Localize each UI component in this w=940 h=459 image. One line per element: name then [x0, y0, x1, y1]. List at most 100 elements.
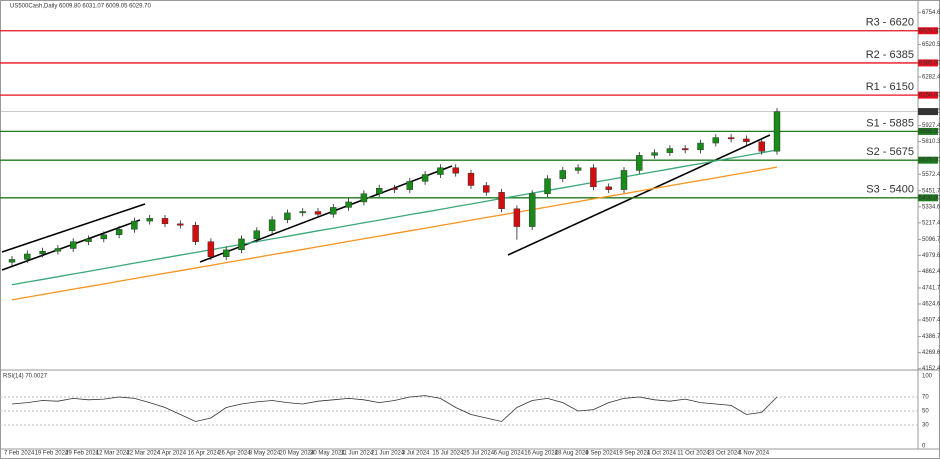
x-tick-label: 29 Feb 2024 [65, 451, 99, 457]
candle-body [161, 218, 169, 225]
candle-body [773, 111, 781, 152]
x-tick-label: 22 Mar 2024 [126, 451, 160, 457]
level-label: R2 - 6385 [866, 49, 914, 61]
rsi-tick-label: 30 [922, 423, 929, 429]
x-tick-label: 8 May 2024 [249, 451, 281, 457]
candle-body [238, 238, 245, 251]
candle-body [85, 238, 92, 242]
y-tick-label: 4507.45 [922, 318, 940, 324]
y-tick-label: 6754.60 [922, 10, 940, 16]
x-tick-label: 7 Feb 2024 [4, 451, 35, 457]
y-tick-label: 5572.45 [922, 172, 940, 178]
x-tick-label: 20 May 2024 [279, 451, 314, 457]
candle-body [498, 192, 505, 209]
level-axis-label: 6385.00 [919, 61, 940, 67]
level-label: S2 - 5675 [866, 146, 914, 158]
chart-title: US500Cash,Daily 6009.80 6031.07 6009.05 … [10, 4, 151, 10]
moving-average [11, 166, 778, 301]
candle-body [314, 211, 322, 215]
x-tick-label: 21 Jun 2024 [371, 451, 405, 457]
candle-body [406, 181, 413, 190]
candle-body [24, 253, 31, 260]
y-tick-label: 5217.45 [922, 220, 940, 226]
y-tick-label: 4624.60 [922, 302, 940, 308]
level-axis-label: 6620.00 [919, 28, 940, 34]
x-tick-label: 3 Jul 2024 [402, 451, 430, 457]
y-tick-label: 4269.65 [922, 350, 940, 356]
level-axis-box [918, 27, 938, 35]
candle-body [376, 188, 383, 194]
candle-body [483, 185, 490, 193]
x-tick-label: 9 Sep 2024 [585, 451, 616, 457]
rsi-line [11, 395, 778, 422]
candle-body [590, 167, 597, 188]
candle-body [544, 178, 551, 194]
y-tick-label: 6282.45 [922, 75, 940, 81]
candle-body [8, 259, 16, 263]
level-axis-label: 5400.00 [919, 195, 940, 201]
x-tick-label: 16 Apr 2024 [188, 451, 221, 457]
y-tick-label: 4386.70 [922, 334, 940, 340]
rsi-tick-label: 100 [922, 374, 933, 380]
x-tick-label: 4 Apr 2024 [157, 451, 187, 457]
candle-body [284, 212, 291, 220]
level-axis-label: 5675.00 [919, 158, 940, 164]
x-tick-label: 15 Jul 2024 [432, 451, 464, 457]
candle-body [682, 148, 689, 151]
x-tick-label: 25 Jul 2024 [463, 451, 495, 457]
candle-body [39, 251, 46, 255]
last-price-box [918, 108, 938, 116]
candle-body [620, 170, 628, 190]
candle-body [253, 230, 261, 240]
candle-body [100, 234, 108, 240]
candle-body [222, 249, 230, 257]
y-tick-label: 4741.75 [922, 286, 940, 292]
candle-body [605, 186, 612, 190]
level-axis-box [918, 127, 938, 135]
x-tick-label: 28 Aug 2024 [555, 451, 589, 457]
candle-body [743, 138, 750, 142]
level-axis-label: 6150.00 [919, 93, 940, 99]
x-tick-label: 23 Oct 2024 [708, 451, 741, 457]
rsi-title: RSI(14) 70.0027 [3, 374, 48, 380]
candle-body [529, 193, 536, 227]
rsi-tick-label: 0 [922, 444, 926, 450]
candle-body [146, 218, 153, 222]
candle-body [299, 211, 306, 214]
y-tick-label: 5927.45 [922, 123, 940, 129]
candle-body [697, 142, 704, 151]
y-tick-label: 5451.75 [922, 188, 940, 194]
candle-body [574, 167, 582, 171]
y-tick-label: 6520.50 [922, 42, 940, 48]
candle-body [651, 152, 658, 156]
candle-body [467, 172, 475, 186]
level-axis-box [918, 91, 938, 99]
level-label: S1 - 5885 [866, 117, 914, 129]
level-axis-label: 5885.00 [919, 129, 940, 135]
x-tick-label: 26 Apr 2024 [218, 451, 251, 457]
candle-body [636, 155, 643, 171]
x-tick-label: 11 Oct 2024 [677, 451, 710, 457]
candle-body [360, 193, 368, 203]
y-tick-label: 5810.30 [922, 139, 940, 145]
candle-body [712, 137, 719, 144]
x-tick-label: 19 Sep 2024 [616, 451, 651, 457]
x-tick-label: 19 Feb 2024 [35, 451, 69, 457]
candle-body [437, 167, 444, 175]
candle-body [69, 241, 77, 249]
candle-body [192, 225, 199, 242]
candle-body [421, 174, 429, 182]
y-tick-label: 5334.60 [922, 204, 940, 210]
x-tick-label: 16 Aug 2024 [524, 451, 558, 457]
candle-body [115, 229, 123, 235]
level-label: R3 - 6620 [866, 17, 914, 29]
x-tick-label: 6 Aug 2024 [494, 451, 525, 457]
x-tick-label: 30 May 2024 [310, 451, 345, 457]
candle-body [177, 223, 184, 226]
x-tick-label: 1 Oct 2024 [647, 451, 677, 457]
candle-body [727, 137, 735, 140]
candle-body [559, 170, 566, 179]
level-axis-box [918, 194, 938, 202]
x-tick-label: 11 Jun 2024 [341, 451, 374, 457]
